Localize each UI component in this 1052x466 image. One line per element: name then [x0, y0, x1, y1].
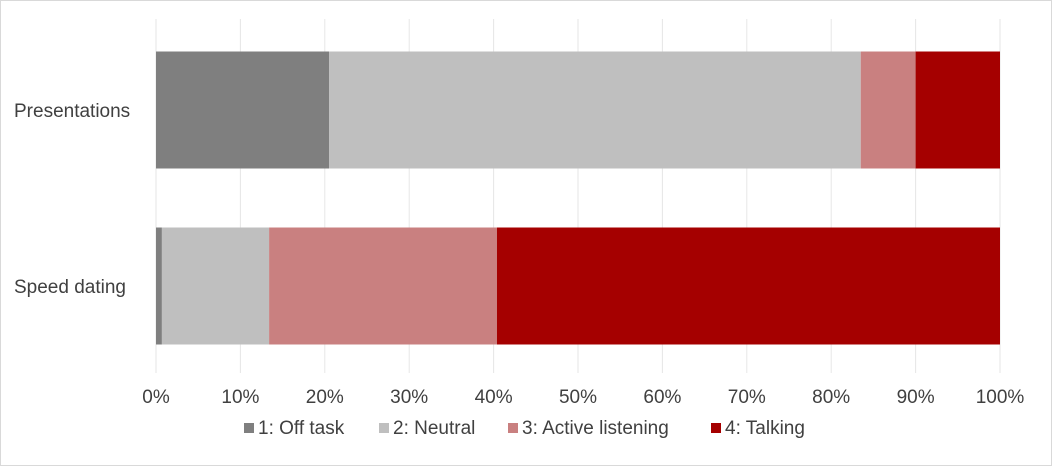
x-tick-label: 90% [897, 387, 935, 408]
x-tick-label: 60% [643, 387, 681, 408]
legend-swatch [508, 423, 518, 433]
bar-segment-2-speed-dating [161, 227, 270, 345]
bar-segment-1-presentations [156, 51, 330, 169]
category-label: Speed dating [14, 277, 126, 298]
legend-swatch [711, 423, 721, 433]
legend-label: 2: Neutral [393, 418, 475, 439]
x-tick-label: 0% [142, 387, 170, 408]
x-tick-labels: 0% 10% 20% 30% 40% 50% 60% 70% 80% 90% 100% [142, 387, 1024, 408]
bar-segment-1-speed-dating [156, 227, 162, 345]
category-labels: Presentations Speed dating [14, 101, 130, 298]
legend: 1: Off task 2: Neutral 3: Active listening… [244, 418, 805, 439]
bar-segment-4-presentations [915, 51, 1000, 169]
bar-segment-3-speed-dating [269, 227, 497, 345]
x-tick-label: 70% [728, 387, 766, 408]
legend-label: 1: Off task [258, 418, 345, 439]
bars [156, 51, 1000, 345]
x-tick-label: 20% [306, 387, 344, 408]
x-tick-label: 30% [390, 387, 428, 408]
x-tick-label: 80% [812, 387, 850, 408]
legend-swatch [379, 423, 389, 433]
x-tick-label: 10% [221, 387, 259, 408]
x-tick-label: 50% [559, 387, 597, 408]
x-tick-label: 100% [976, 387, 1025, 408]
category-label: Presentations [14, 101, 130, 122]
bar-segment-4-speed-dating [496, 227, 1000, 345]
legend-swatch [244, 423, 254, 433]
bar-segment-2-presentations [329, 51, 861, 169]
legend-label: 4: Talking [725, 418, 805, 439]
bar-segment-3-presentations [860, 51, 916, 169]
x-tick-label: 40% [475, 387, 513, 408]
legend-label: 3: Active listening [522, 418, 669, 439]
